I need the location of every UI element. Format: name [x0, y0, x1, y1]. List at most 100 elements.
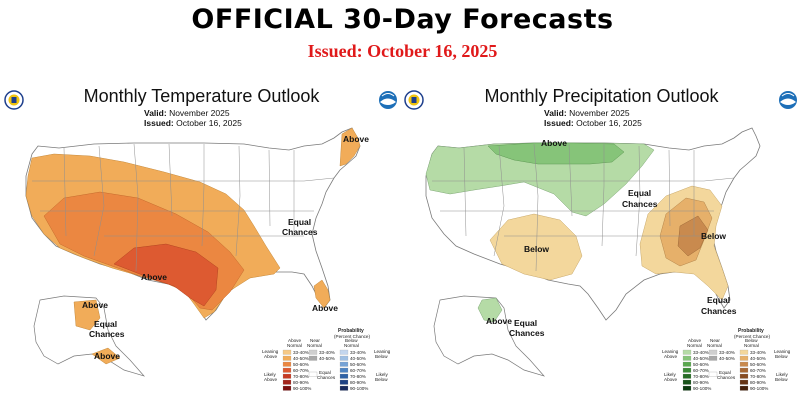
legend-below-range-5: 70-80%	[350, 374, 366, 379]
temp-above-new-england	[339, 127, 361, 167]
legend-near-range-1: 33-40%	[319, 350, 335, 355]
precipitation-legend: Probability (Percent Chance) Above Norma…	[662, 328, 791, 391]
temp-above-florida	[313, 279, 331, 309]
temp-label-ak-equal: Equal	[94, 319, 117, 329]
legend-col-near: Near	[310, 338, 320, 343]
temp-valid-value: November 2025	[169, 108, 230, 118]
legend-near-range-1: 33-40%	[719, 350, 735, 355]
precip-valid-label: Valid:	[544, 108, 567, 118]
temp-label-equal: Equal	[288, 217, 311, 227]
legend-range-5: 70-80%	[293, 374, 309, 379]
legend-likely-above: Likely	[264, 372, 276, 377]
temp-label-above-ak-n: Above	[82, 300, 108, 310]
legend-below-range-5: 70-80%	[750, 374, 766, 379]
noaa-logo-icon	[379, 91, 397, 109]
legend-below-range-6: 80-90%	[350, 380, 366, 385]
legend-below-range-1: 33-40%	[750, 350, 766, 355]
legend-range-1: 33-40%	[293, 350, 309, 355]
legend-leaning-above: Leaning	[262, 349, 279, 354]
legend-col-below: Below	[745, 338, 758, 343]
issued-date: Issued: October 16, 2025	[307, 41, 498, 61]
precip-above-alaska	[477, 297, 503, 323]
legend-range-5: 70-80%	[693, 374, 709, 379]
legend-col-below-2: Normal	[744, 343, 759, 348]
temp-above-alaska-north	[73, 299, 101, 331]
alaska-outline	[433, 295, 546, 377]
precip-label-equal: Equal	[628, 188, 651, 198]
precip-label-above-ak: Above	[486, 316, 512, 326]
legend-leaning-above: Leaning	[662, 349, 679, 354]
temperature-title: Monthly Temperature Outlook	[83, 86, 320, 106]
legend-subtitle: (Percent Chance)	[734, 334, 770, 339]
legend-equal: Equal	[719, 370, 731, 375]
precip-label-ak-chances: Chances	[509, 328, 545, 338]
legend-col-above-2: Normal	[687, 343, 702, 348]
state-lines	[432, 143, 735, 272]
legend-leaning-below: Leaning	[374, 349, 391, 354]
legend-col-above-2: Normal	[287, 343, 302, 348]
precip-below-sw-band	[489, 213, 583, 281]
legend-range-6: 80-90%	[293, 380, 309, 385]
legend-equal-2: Chances	[317, 375, 336, 380]
legend-col-above: Above	[288, 338, 301, 343]
legend-below-range-7: 90-100%	[350, 386, 368, 391]
legend-below-range-6: 80-90%	[750, 380, 766, 385]
legend-likely-below: Likely	[776, 372, 788, 377]
legend-range-3: 50-60%	[293, 362, 309, 367]
precip-label-chances: Chances	[622, 199, 658, 209]
temp-above-alaska-south	[91, 347, 121, 365]
precip-label-ak-equal: Equal	[514, 318, 537, 328]
legend-col-near-2: Normal	[707, 343, 722, 348]
legend-near-range-2: 40-50%	[319, 356, 335, 361]
legend-leaning-below-2: Below	[375, 354, 388, 359]
legend-range-7: 90-100%	[293, 386, 311, 391]
legend-col-above: Above	[688, 338, 701, 343]
legend-range-2: 40-50%	[293, 356, 309, 361]
main-title: OFFICIAL 30-Day Forecasts	[191, 4, 614, 35]
nws-logo-icon	[4, 90, 24, 110]
temp-label-above-sw: Above	[141, 272, 167, 282]
noaa-logo-icon	[779, 91, 797, 109]
temp-valid-label: Valid:	[144, 108, 167, 118]
legend-equal-2: Chances	[717, 375, 736, 380]
legend-subtitle: (Percent Chance)	[334, 334, 370, 339]
legend-range-4: 60-70%	[293, 368, 309, 373]
legend-leaning-below-2: Below	[775, 354, 788, 359]
legend-likely-above: Likely	[664, 372, 676, 377]
temp-issued-label: Issued:	[144, 118, 174, 128]
legend-likely-above-2: Above	[264, 377, 277, 382]
temp-label-above-fl: Above	[312, 303, 338, 313]
legend-col-near-2: Normal	[307, 343, 322, 348]
legend-col-near: Near	[710, 338, 720, 343]
temp-label-ak-chances: Chances	[89, 329, 125, 339]
legend-title: Probability	[738, 328, 764, 334]
legend-likely-below-2: Below	[775, 377, 788, 382]
temp-label-above-ak-s: Above	[94, 351, 120, 361]
legend-leaning-above-2: Above	[264, 354, 277, 359]
legend-below-range-3: 50-60%	[750, 362, 766, 367]
precip-issued-value: October 16, 2025	[576, 118, 642, 128]
legend-below-range-4: 60-70%	[350, 368, 366, 373]
legend-range-6: 80-90%	[693, 380, 709, 385]
legend-likely-below-2: Below	[375, 377, 388, 382]
nws-logo-icon	[404, 90, 424, 110]
legend-near-range-2: 40-50%	[719, 356, 735, 361]
precip-label-above: Above	[541, 138, 567, 148]
temp-above-50-band	[113, 243, 219, 307]
legend-below-range-2: 40-50%	[350, 356, 366, 361]
temp-label-above-ne: Above	[343, 134, 369, 144]
precip-issued-label: Issued:	[544, 118, 574, 128]
legend-likely-above-2: Above	[664, 377, 677, 382]
precipitation-title: Monthly Precipitation Outlook	[484, 86, 719, 106]
temp-issued-value: October 16, 2025	[176, 118, 242, 128]
temp-label-chances: Chances	[282, 227, 318, 237]
precip-label-below-se: Below	[701, 231, 726, 241]
precipitation-outlook-panel: Above Equal Chances Below Below Equal Ch…	[404, 86, 799, 396]
state-lines	[32, 143, 335, 272]
legend-below-range-1: 33-40%	[350, 350, 366, 355]
legend-range-3: 50-60%	[693, 362, 709, 367]
temperature-valid-block: Valid: November 2025 Issued: October 16,…	[144, 108, 242, 128]
legend-below-range-3: 50-60%	[350, 362, 366, 367]
precip-valid-value: November 2025	[569, 108, 630, 118]
temperature-legend: Probability (Percent Chance) Above Norma…	[262, 328, 391, 391]
